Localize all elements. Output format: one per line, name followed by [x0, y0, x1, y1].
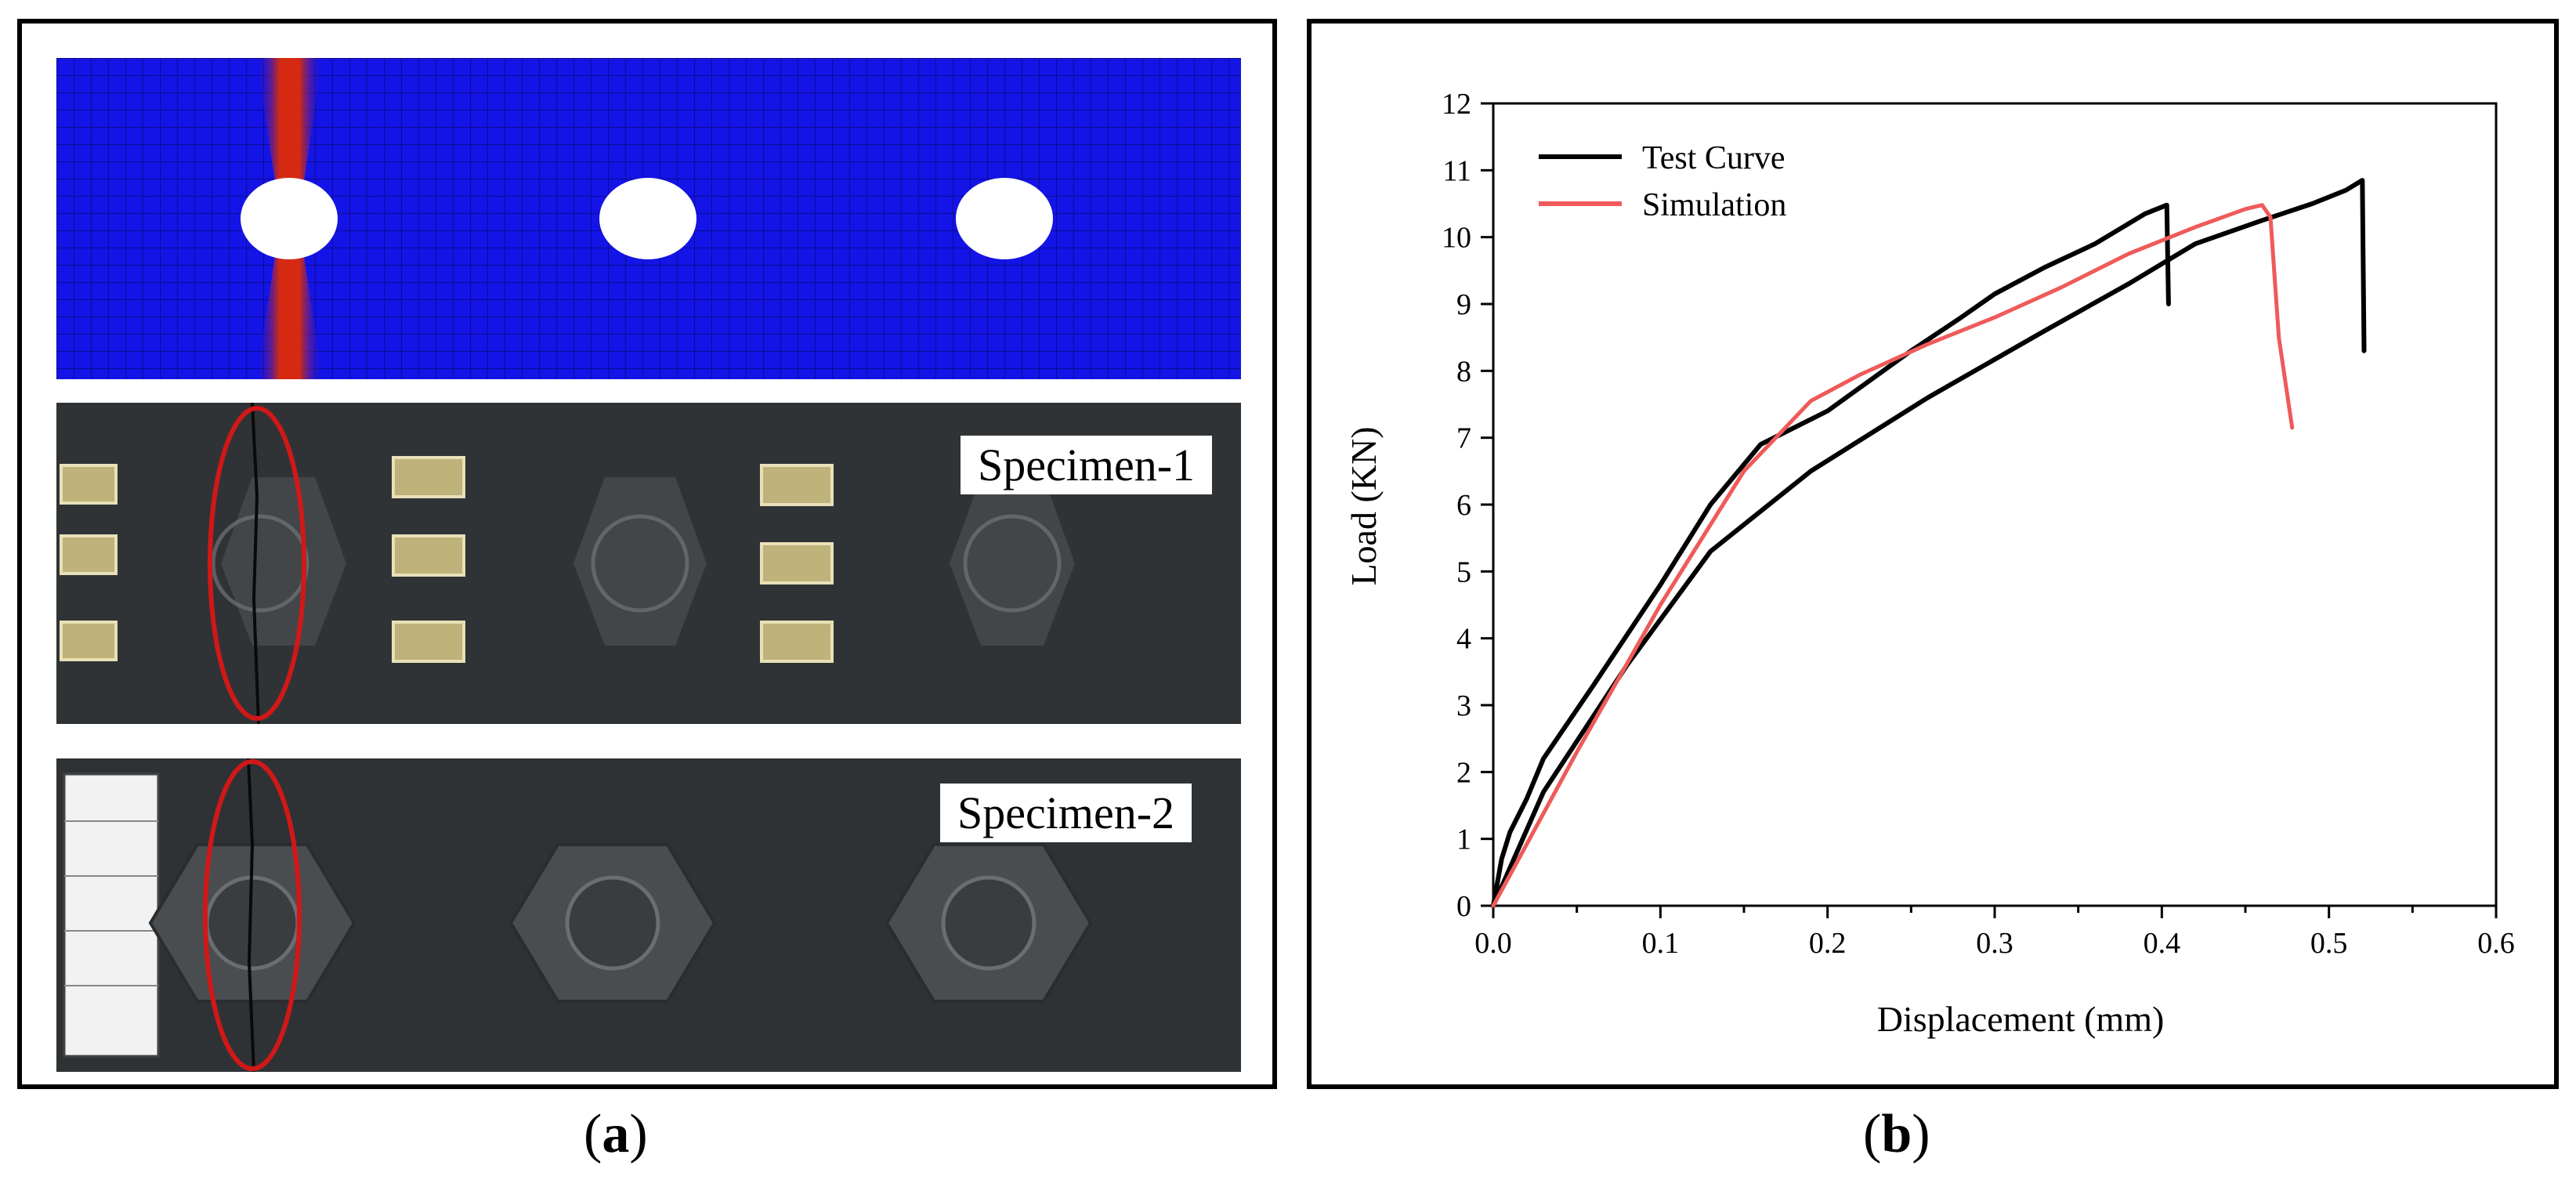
stress-band-lower — [256, 246, 323, 379]
crack-line-1 — [251, 403, 260, 724]
series-line-simulation-2 — [1491, 203, 2295, 908]
y-tick-label: 4 — [1456, 623, 1471, 656]
specimen-2-label: Specimen-2 — [940, 784, 1192, 842]
y-tick-label: 5 — [1456, 556, 1471, 588]
series-line-test-curve-1 — [1491, 178, 2367, 908]
bolt-hole-2 — [599, 178, 696, 259]
y-tick-label: 9 — [1456, 288, 1471, 321]
y-tick-label: 0 — [1456, 890, 1471, 923]
x-tick-label: 0.0 — [1474, 927, 1512, 960]
legend-label-test-curve: Test Curve — [1642, 140, 1785, 176]
panel-b: 0.0 0.1 0.2 0.3 0.4 0.5 0.6 0 1 2 3 4 5 6 7 8 9 10 11 12 Te… — [1307, 19, 2559, 1089]
x-tick-label: 0.1 — [1642, 927, 1680, 960]
y-tick-label: 12 — [1442, 88, 1471, 121]
y-tick-label: 2 — [1456, 756, 1471, 789]
crack-line-2 — [247, 758, 255, 1072]
crack-marker-1 — [208, 406, 306, 721]
chart-legend: Test Curve Simulation — [1539, 140, 1786, 223]
panel-a: Specimen-1 Specimen-2 — [17, 19, 1277, 1089]
stress-band-upper — [256, 58, 323, 191]
y-tick-label: 10 — [1442, 222, 1471, 255]
y-axis-label: Load (KN) — [1344, 426, 1384, 585]
x-tick-label: 0.6 — [2477, 927, 2515, 960]
bolt-hole-3 — [956, 178, 1053, 259]
series-line-test-curve-0 — [1491, 202, 2171, 908]
y-tick-label: 1 — [1456, 823, 1471, 856]
plot-frame — [1492, 102, 2498, 907]
y-tick-label: 6 — [1456, 489, 1471, 522]
chart-series — [1491, 178, 2367, 908]
bolt-hole-1 — [241, 178, 338, 259]
x-tick-label: 0.4 — [2144, 927, 2181, 960]
legend-label-simulation: Simulation — [1642, 187, 1786, 223]
x-tick-label: 0.2 — [1809, 927, 1847, 960]
y-tick-label: 11 — [1442, 154, 1471, 187]
y-tick-label: 3 — [1456, 689, 1471, 722]
specimen-1-label: Specimen-1 — [961, 436, 1213, 494]
y-tick-label: 7 — [1456, 422, 1471, 455]
x-tick-label: 0.5 — [2310, 927, 2348, 960]
fem-mesh-image — [56, 58, 1241, 379]
x-tick-label: 0.3 — [1976, 927, 2013, 960]
y-tick-label: 8 — [1456, 355, 1471, 388]
caption-a: (a) — [584, 1104, 648, 1164]
x-axis-label: Displacement (mm) — [1877, 999, 2165, 1039]
caption-b: (b) — [1863, 1104, 1930, 1164]
crack-marker-2 — [203, 759, 302, 1071]
